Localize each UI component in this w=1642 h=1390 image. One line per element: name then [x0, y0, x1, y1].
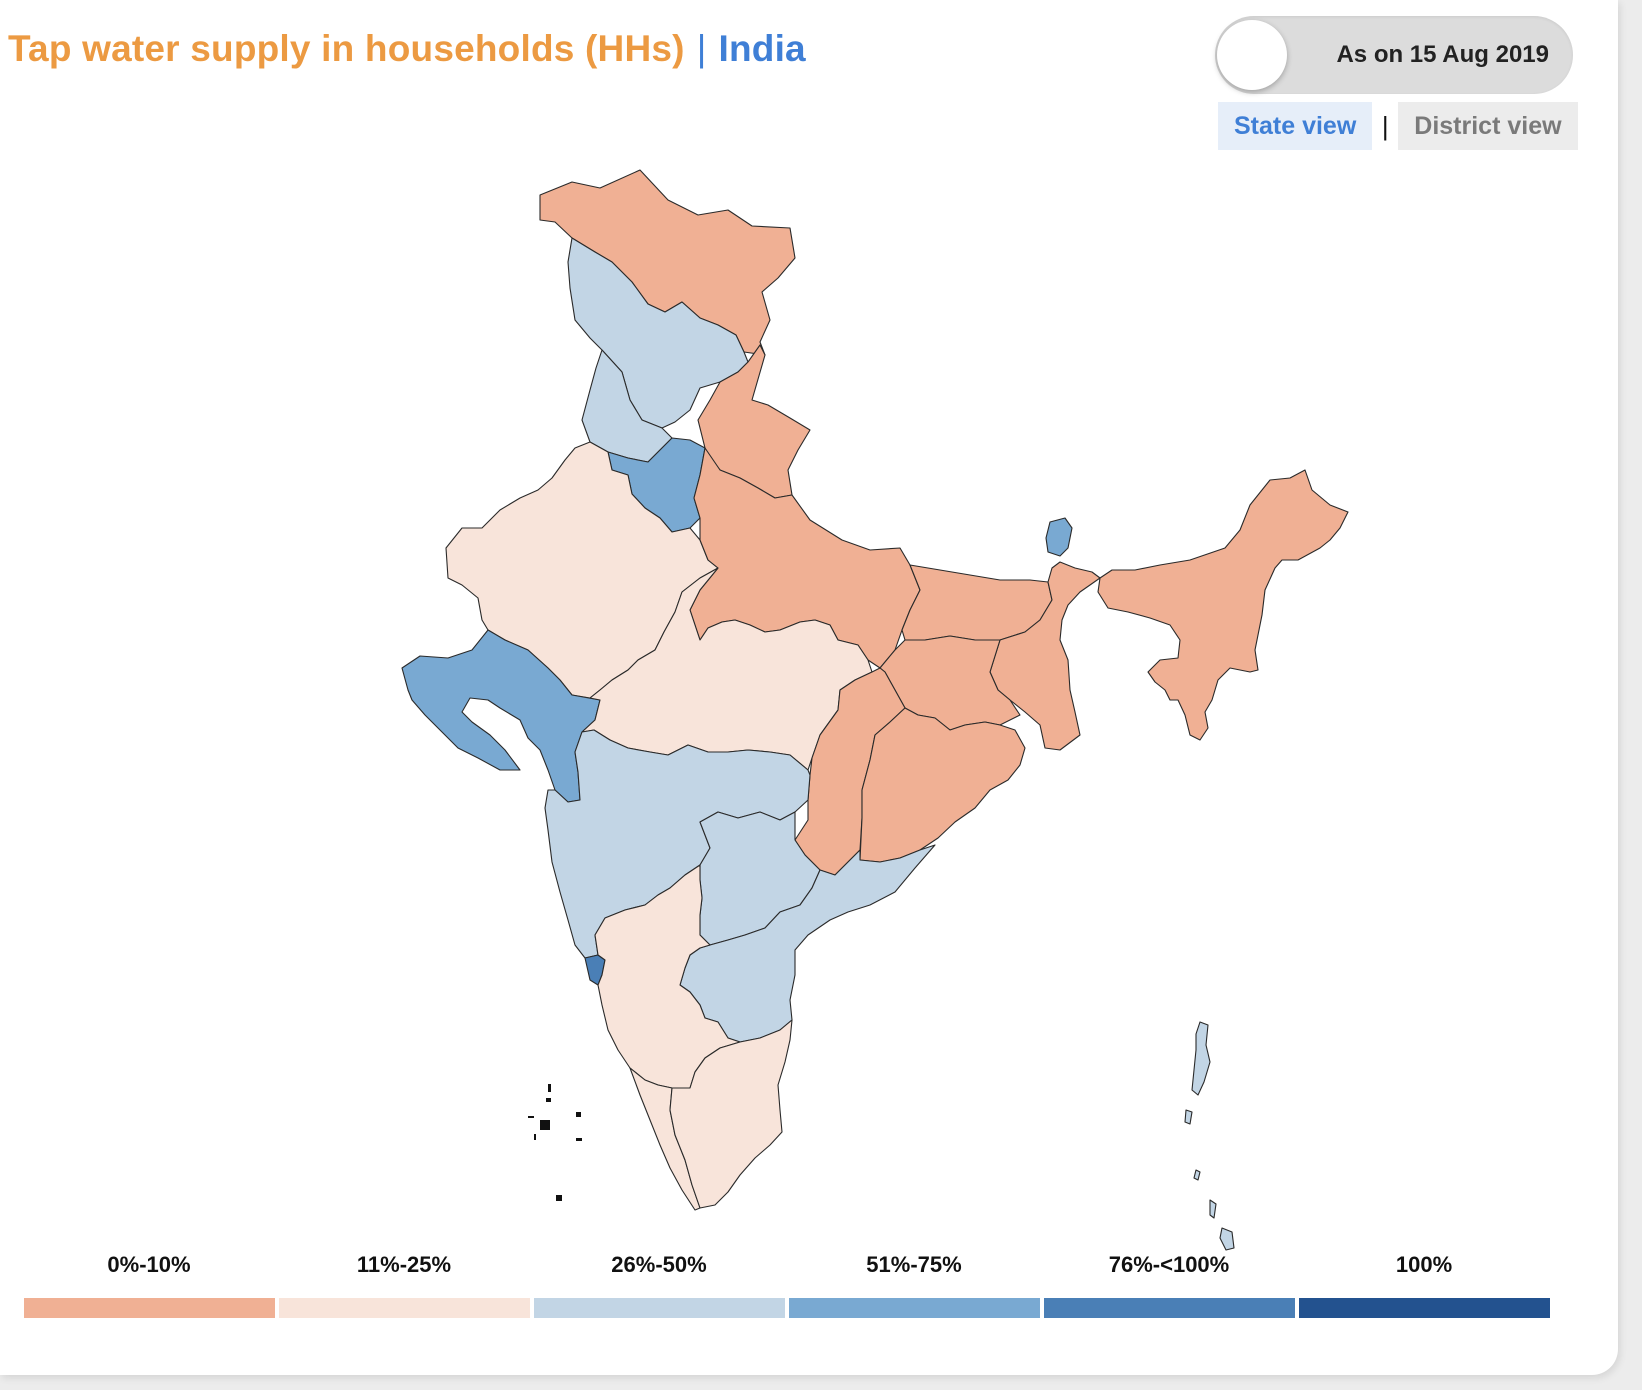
legend-label-26-50: 26%-50%: [611, 1252, 707, 1277]
legend-label-100: 100%: [1395, 1252, 1453, 1277]
toggle-date-label: As on 15 Aug 2019: [1336, 41, 1549, 68]
view-switch: State view | District view: [1218, 102, 1578, 150]
region-tamil-nadu[interactable]: [669, 1019, 793, 1209]
legend-swatch-26-50: [534, 1298, 785, 1318]
region-sikkim[interactable]: [1045, 517, 1073, 557]
title-text: Tap water supply in households (HHs): [8, 28, 685, 69]
district-view-button[interactable]: District view: [1398, 102, 1578, 150]
lakshadweep-islands: [528, 1084, 582, 1201]
map-title: Tap water supply in households (HHs) | Ind…: [8, 28, 806, 70]
legend-swatch-0-10: [24, 1298, 275, 1318]
region-karnataka[interactable]: [594, 864, 741, 1089]
region-gujarat[interactable]: [401, 629, 601, 803]
map-card: Tap water supply in households (HHs) | Ind…: [0, 0, 1618, 1375]
legend-label-51-75: 51%-75%: [866, 1252, 962, 1277]
legend-label-11-25: 11%-25%: [356, 1252, 452, 1277]
view-separator: |: [1381, 110, 1389, 141]
title-region: India: [718, 28, 806, 69]
state-view-button[interactable]: State view: [1218, 102, 1373, 150]
legend-swatch-11-25: [279, 1298, 530, 1318]
date-toggle[interactable]: As on 15 Aug 2019: [1215, 16, 1573, 94]
region-northeast[interactable]: [1097, 469, 1349, 741]
title-separator: |: [696, 28, 707, 69]
toggle-knob[interactable]: [1217, 20, 1287, 90]
legend-label-0-10: 0%-10%: [107, 1252, 191, 1277]
legend-swatch-100: [1299, 1298, 1550, 1318]
legend-swatch-76-100: [1044, 1298, 1295, 1318]
legend-label-76-100: 76%-<100%: [1108, 1252, 1230, 1277]
region-odisha[interactable]: [859, 707, 1026, 863]
legend-swatch-51-75: [789, 1298, 1040, 1318]
andaman-nicobar-islands: [1184, 1021, 1235, 1251]
